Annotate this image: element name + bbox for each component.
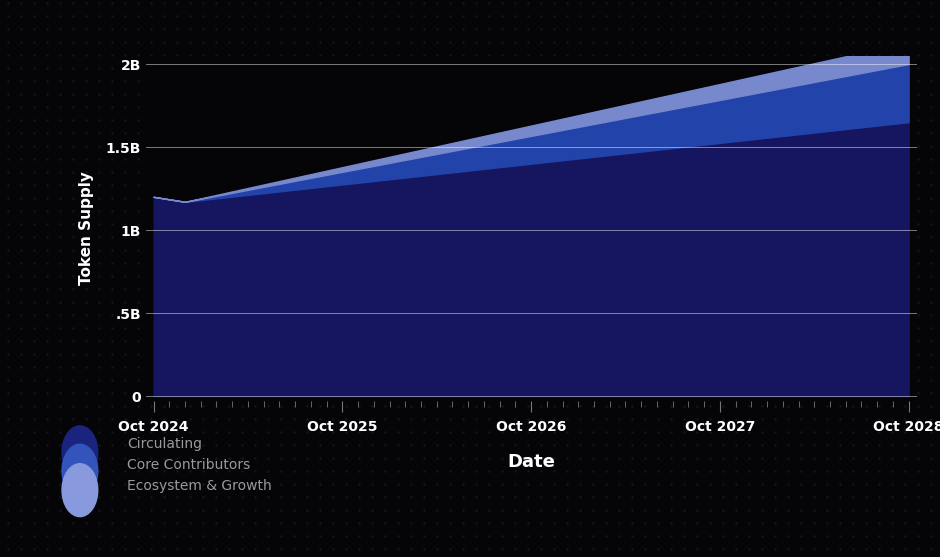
- Text: Circulating: Circulating: [127, 437, 202, 452]
- Text: Ecosystem & Growth: Ecosystem & Growth: [127, 478, 272, 493]
- Y-axis label: Token Supply: Token Supply: [79, 172, 94, 285]
- Text: Date: Date: [508, 453, 555, 471]
- Text: Core Contributors: Core Contributors: [127, 458, 250, 472]
